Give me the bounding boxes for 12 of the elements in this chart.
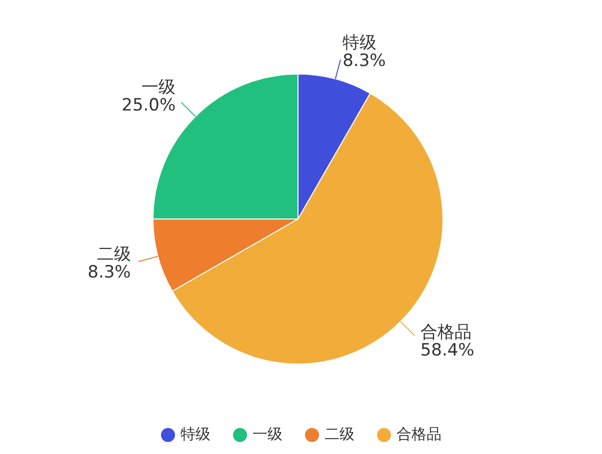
- legend-label: 二级: [324, 425, 354, 444]
- legend-label: 特级: [180, 425, 210, 444]
- slice-label: 特级: [342, 32, 377, 53]
- data-label: 58.4%: [420, 340, 474, 360]
- slice-label: 一级: [142, 78, 176, 98]
- legend-label: 合格品: [396, 425, 442, 444]
- data-label: 8.3%: [88, 262, 131, 283]
- slice-label: 二级: [96, 244, 131, 265]
- slice-label: 合格品: [420, 322, 472, 342]
- data-label: 25.0%: [122, 96, 176, 116]
- legend-label: 一级: [252, 425, 282, 444]
- data-label: 8.3%: [342, 50, 386, 71]
